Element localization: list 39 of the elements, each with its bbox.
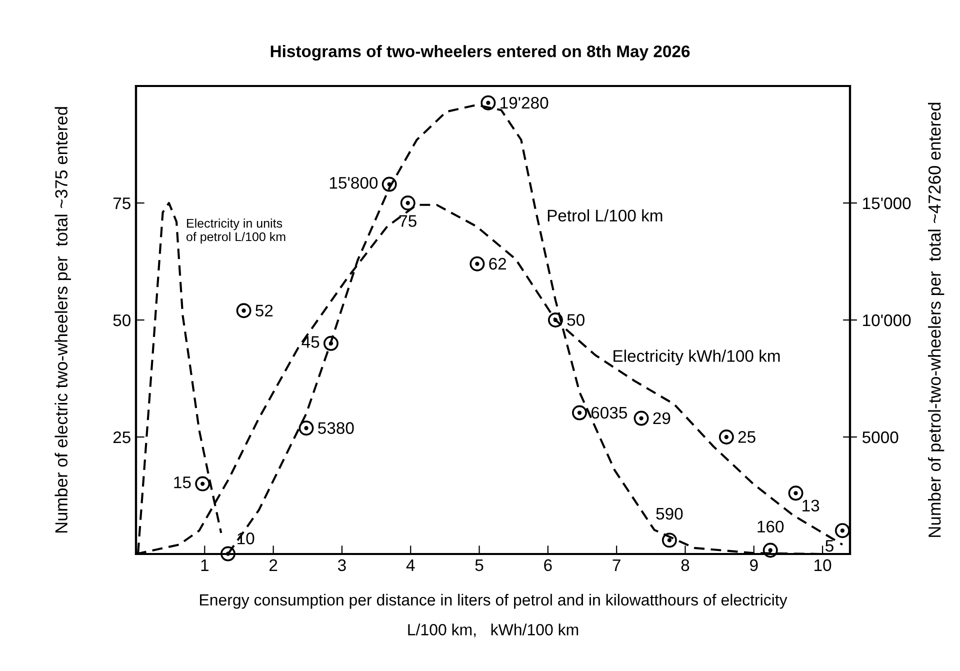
annotation: Petrol L/100 km <box>548 209 662 222</box>
data-label: 75 <box>399 215 416 227</box>
y2-tick-label: 15'000 <box>863 197 911 210</box>
annotation: Electricity kWh/100 km <box>614 350 780 366</box>
chart-title: Histograms of two-wheelers entered on 8th May 2026 <box>270 45 690 61</box>
y-tick-label: 25 <box>113 431 130 444</box>
data-label: 13 <box>802 500 820 512</box>
y-axis-title: Number of electric two-wheelers per total ~375 entered <box>54 107 71 533</box>
data-label: 52 <box>256 304 273 317</box>
data-label: 5380 <box>318 422 354 434</box>
data-label: 25 <box>738 431 756 443</box>
y2-tick-label: 10'000 <box>863 314 911 326</box>
y2-axis-title: Number of petrol-two-wheelers per total ~47260 entered <box>928 102 944 537</box>
data-label: 5 <box>826 540 834 552</box>
data-label: 6035 <box>591 406 627 419</box>
data-label: 15 <box>174 476 191 488</box>
y-tick-label: 75 <box>113 198 130 210</box>
data-label: 15'800 <box>330 176 378 189</box>
data-label: 62 <box>489 258 506 270</box>
annotation: Electricity in units of petrol L/100 km <box>186 218 286 244</box>
data-label: 29 <box>653 412 670 424</box>
x-tick-label: 5 <box>475 559 484 572</box>
x-tick-label: 6 <box>544 559 552 572</box>
y-tick-label: 50 <box>113 314 130 326</box>
x-tick-label: 4 <box>406 559 415 571</box>
x-tick-label: 9 <box>750 559 758 572</box>
x-tick-label: 7 <box>612 559 620 571</box>
x-tick-label: 2 <box>270 559 278 571</box>
data-label: 160 <box>758 520 784 533</box>
data-label: 50 <box>567 314 584 326</box>
x-tick-label: 3 <box>338 559 346 572</box>
y2-tick-label: 5000 <box>862 431 898 444</box>
data-label: 45 <box>302 336 320 348</box>
data-label: 590 <box>656 508 683 520</box>
x-axis-title: Energy consumption per distance in liters of petrol and in kilowatthours of electricity L/100 km, kWh/100 km <box>200 594 788 638</box>
data-label: 19'280 <box>500 96 548 109</box>
x-tick-label: 8 <box>681 559 690 572</box>
x-tick-label: 10 <box>814 559 832 572</box>
x-tick-label: 1 <box>201 559 208 571</box>
